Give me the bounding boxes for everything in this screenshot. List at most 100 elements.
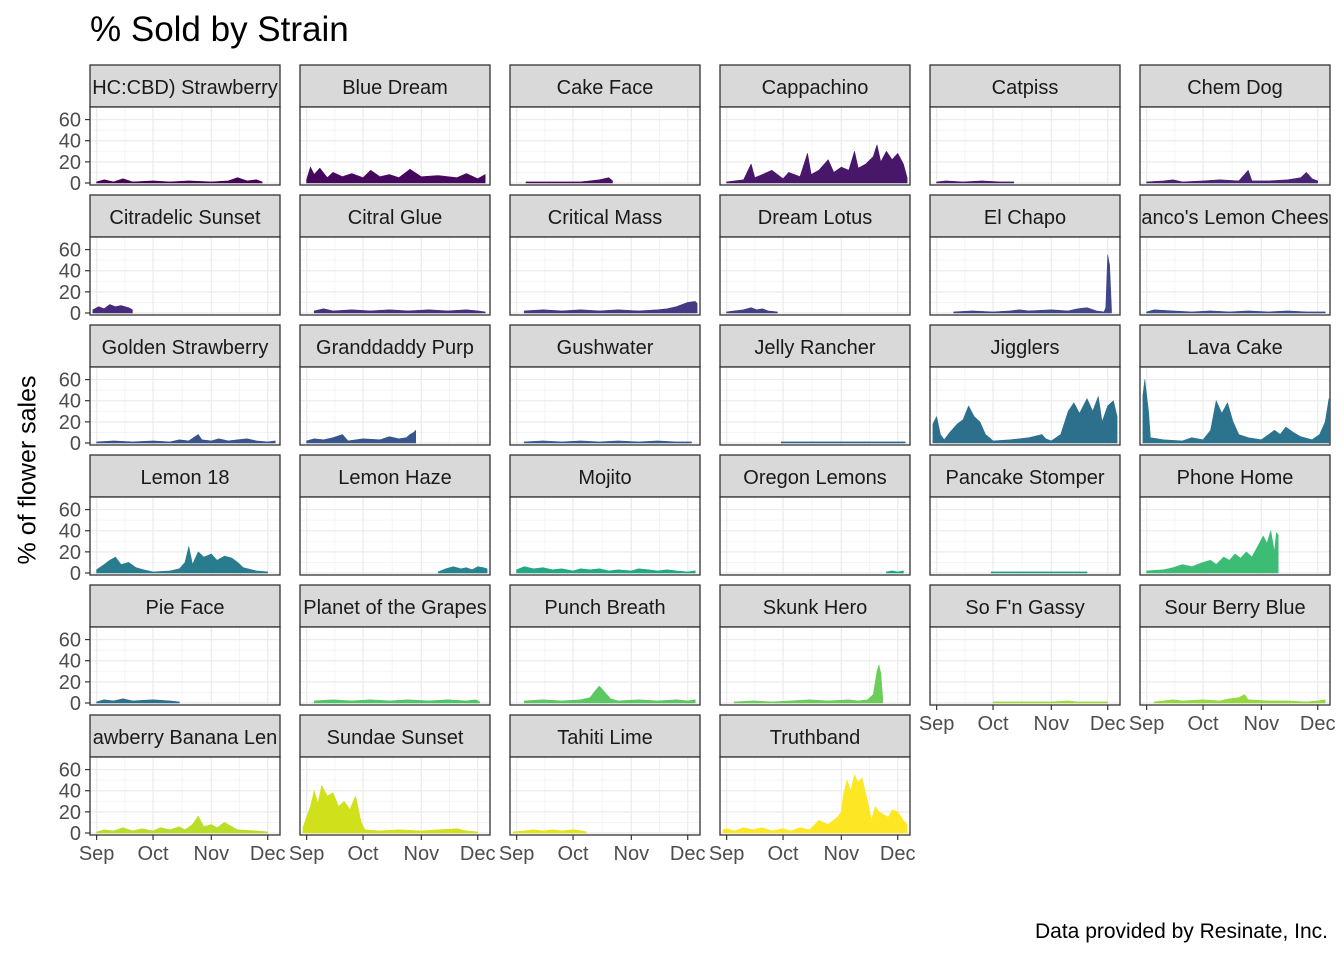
y-tick-label: 60 — [59, 240, 81, 262]
facet-strip-label: awberry Banana Len — [93, 727, 278, 749]
panel-border — [1139, 106, 1331, 186]
area-series — [523, 685, 696, 704]
x-tick-label: Dec — [250, 843, 286, 865]
area-series — [1142, 379, 1330, 444]
area-series — [306, 166, 486, 184]
y-tick-label: 0 — [70, 693, 81, 715]
area-series — [523, 440, 692, 444]
y-tick-label: 20 — [59, 412, 81, 434]
facet-strip — [509, 324, 701, 368]
facet-strip-label: Sundae Sunset — [327, 727, 464, 749]
data-source-caption: Data provided by Resinate, Inc. — [1035, 920, 1328, 943]
plot-background — [90, 237, 280, 315]
x-tick-label: Sep — [289, 843, 325, 865]
panel-border — [509, 756, 701, 836]
facet-strip — [929, 324, 1121, 368]
area-series — [313, 308, 486, 314]
facet-strip-label: Planet of the Grapes — [303, 597, 486, 619]
facet-strip-label: Golden Strawberry — [102, 337, 269, 359]
area-series — [953, 254, 1112, 314]
facet-strip — [1139, 584, 1331, 628]
x-tick-label: Dec — [1090, 713, 1126, 735]
area-series — [1146, 170, 1318, 184]
x-tick-label: Oct — [977, 713, 1009, 735]
plot-background — [300, 107, 490, 185]
panel-border — [89, 626, 281, 706]
area-series — [780, 441, 906, 444]
plot-background — [510, 757, 700, 835]
panel-border — [929, 626, 1121, 706]
facet-strip-label: Oregon Lemons — [743, 467, 886, 489]
y-tick-label: 0 — [70, 303, 81, 325]
area-series — [936, 180, 1014, 184]
facet-strip-label: Blue Dream — [342, 77, 448, 99]
plot-background — [90, 107, 280, 185]
area-series — [96, 546, 268, 574]
x-tick-label: Nov — [824, 843, 860, 865]
plot-background — [1140, 627, 1330, 705]
area-series — [525, 177, 613, 184]
facet-strip-label: Punch Breath — [544, 597, 665, 619]
panel-border — [89, 236, 281, 316]
facet-strip-label: Jelly Rancher — [754, 337, 876, 359]
panel-border — [509, 106, 701, 186]
x-tick-label: Dec — [1300, 713, 1336, 735]
plot-background — [510, 107, 700, 185]
facet-panel: Skunk Hero — [719, 584, 911, 706]
facet-panel: Jelly Rancher — [719, 324, 911, 446]
y-tick-label: 20 — [59, 542, 81, 564]
area-series — [523, 301, 698, 314]
area-series — [437, 566, 488, 574]
x-tick-label: Nov — [1034, 713, 1070, 735]
panel-border — [719, 366, 911, 446]
facet-strip — [1139, 64, 1331, 108]
x-tick-label: Nov — [1244, 713, 1280, 735]
x-tick-label: Oct — [1187, 713, 1219, 735]
y-tick-label: 60 — [59, 630, 81, 652]
facet-strip-label: Granddaddy Purp — [316, 337, 474, 359]
facet-panel: Jigglers — [929, 324, 1121, 446]
area-series — [886, 570, 904, 574]
facet-strip-label: Gushwater — [557, 337, 654, 359]
area-series — [96, 177, 263, 184]
x-tick-label: Dec — [460, 843, 496, 865]
panel-border — [929, 236, 1121, 316]
y-tick-label: 20 — [59, 802, 81, 824]
area-series — [306, 430, 416, 444]
panel-border — [89, 366, 281, 446]
y-tick-label: 0 — [70, 823, 81, 845]
facet-panel: Tahiti Lime Sep Oct Nov Dec — [499, 714, 706, 865]
facet-strip — [509, 584, 701, 628]
facet-strip — [1139, 324, 1331, 368]
facet-strip — [719, 64, 911, 108]
area-series — [516, 566, 696, 574]
facet-panel: Dream Lotus — [719, 194, 911, 316]
plot-background — [1140, 237, 1330, 315]
facet-panel: Blue Dream — [299, 64, 491, 186]
panel-border — [299, 106, 491, 186]
area-series — [96, 698, 180, 704]
x-tick-label: Nov — [404, 843, 440, 865]
y-tick-label: 60 — [59, 500, 81, 522]
plot-background — [930, 497, 1120, 575]
x-tick-label: Nov — [194, 843, 230, 865]
panel-border — [929, 106, 1121, 186]
x-tick-label: Oct — [767, 843, 799, 865]
y-tick-label: 40 — [59, 651, 81, 673]
facet-panel: Lava Cake — [1139, 324, 1331, 446]
facet-panel: Chem Dog — [1139, 64, 1331, 186]
panel-border — [89, 106, 281, 186]
facet-panel: anco's Lemon Chees — [1139, 194, 1331, 316]
facet-strip-label: El Chapo — [984, 207, 1066, 229]
facet-strip-label: Lava Cake — [1187, 337, 1283, 359]
facet-strip — [299, 584, 491, 628]
facet-strip — [89, 324, 281, 368]
y-tick-label: 40 — [59, 781, 81, 803]
facet-strip-label: Pie Face — [146, 597, 225, 619]
facet-strip — [299, 714, 491, 758]
facet-strip-label: Critical Mass — [548, 207, 662, 229]
facet-strip-label: Citradelic Sunset — [109, 207, 261, 229]
x-tick-label: Oct — [557, 843, 589, 865]
